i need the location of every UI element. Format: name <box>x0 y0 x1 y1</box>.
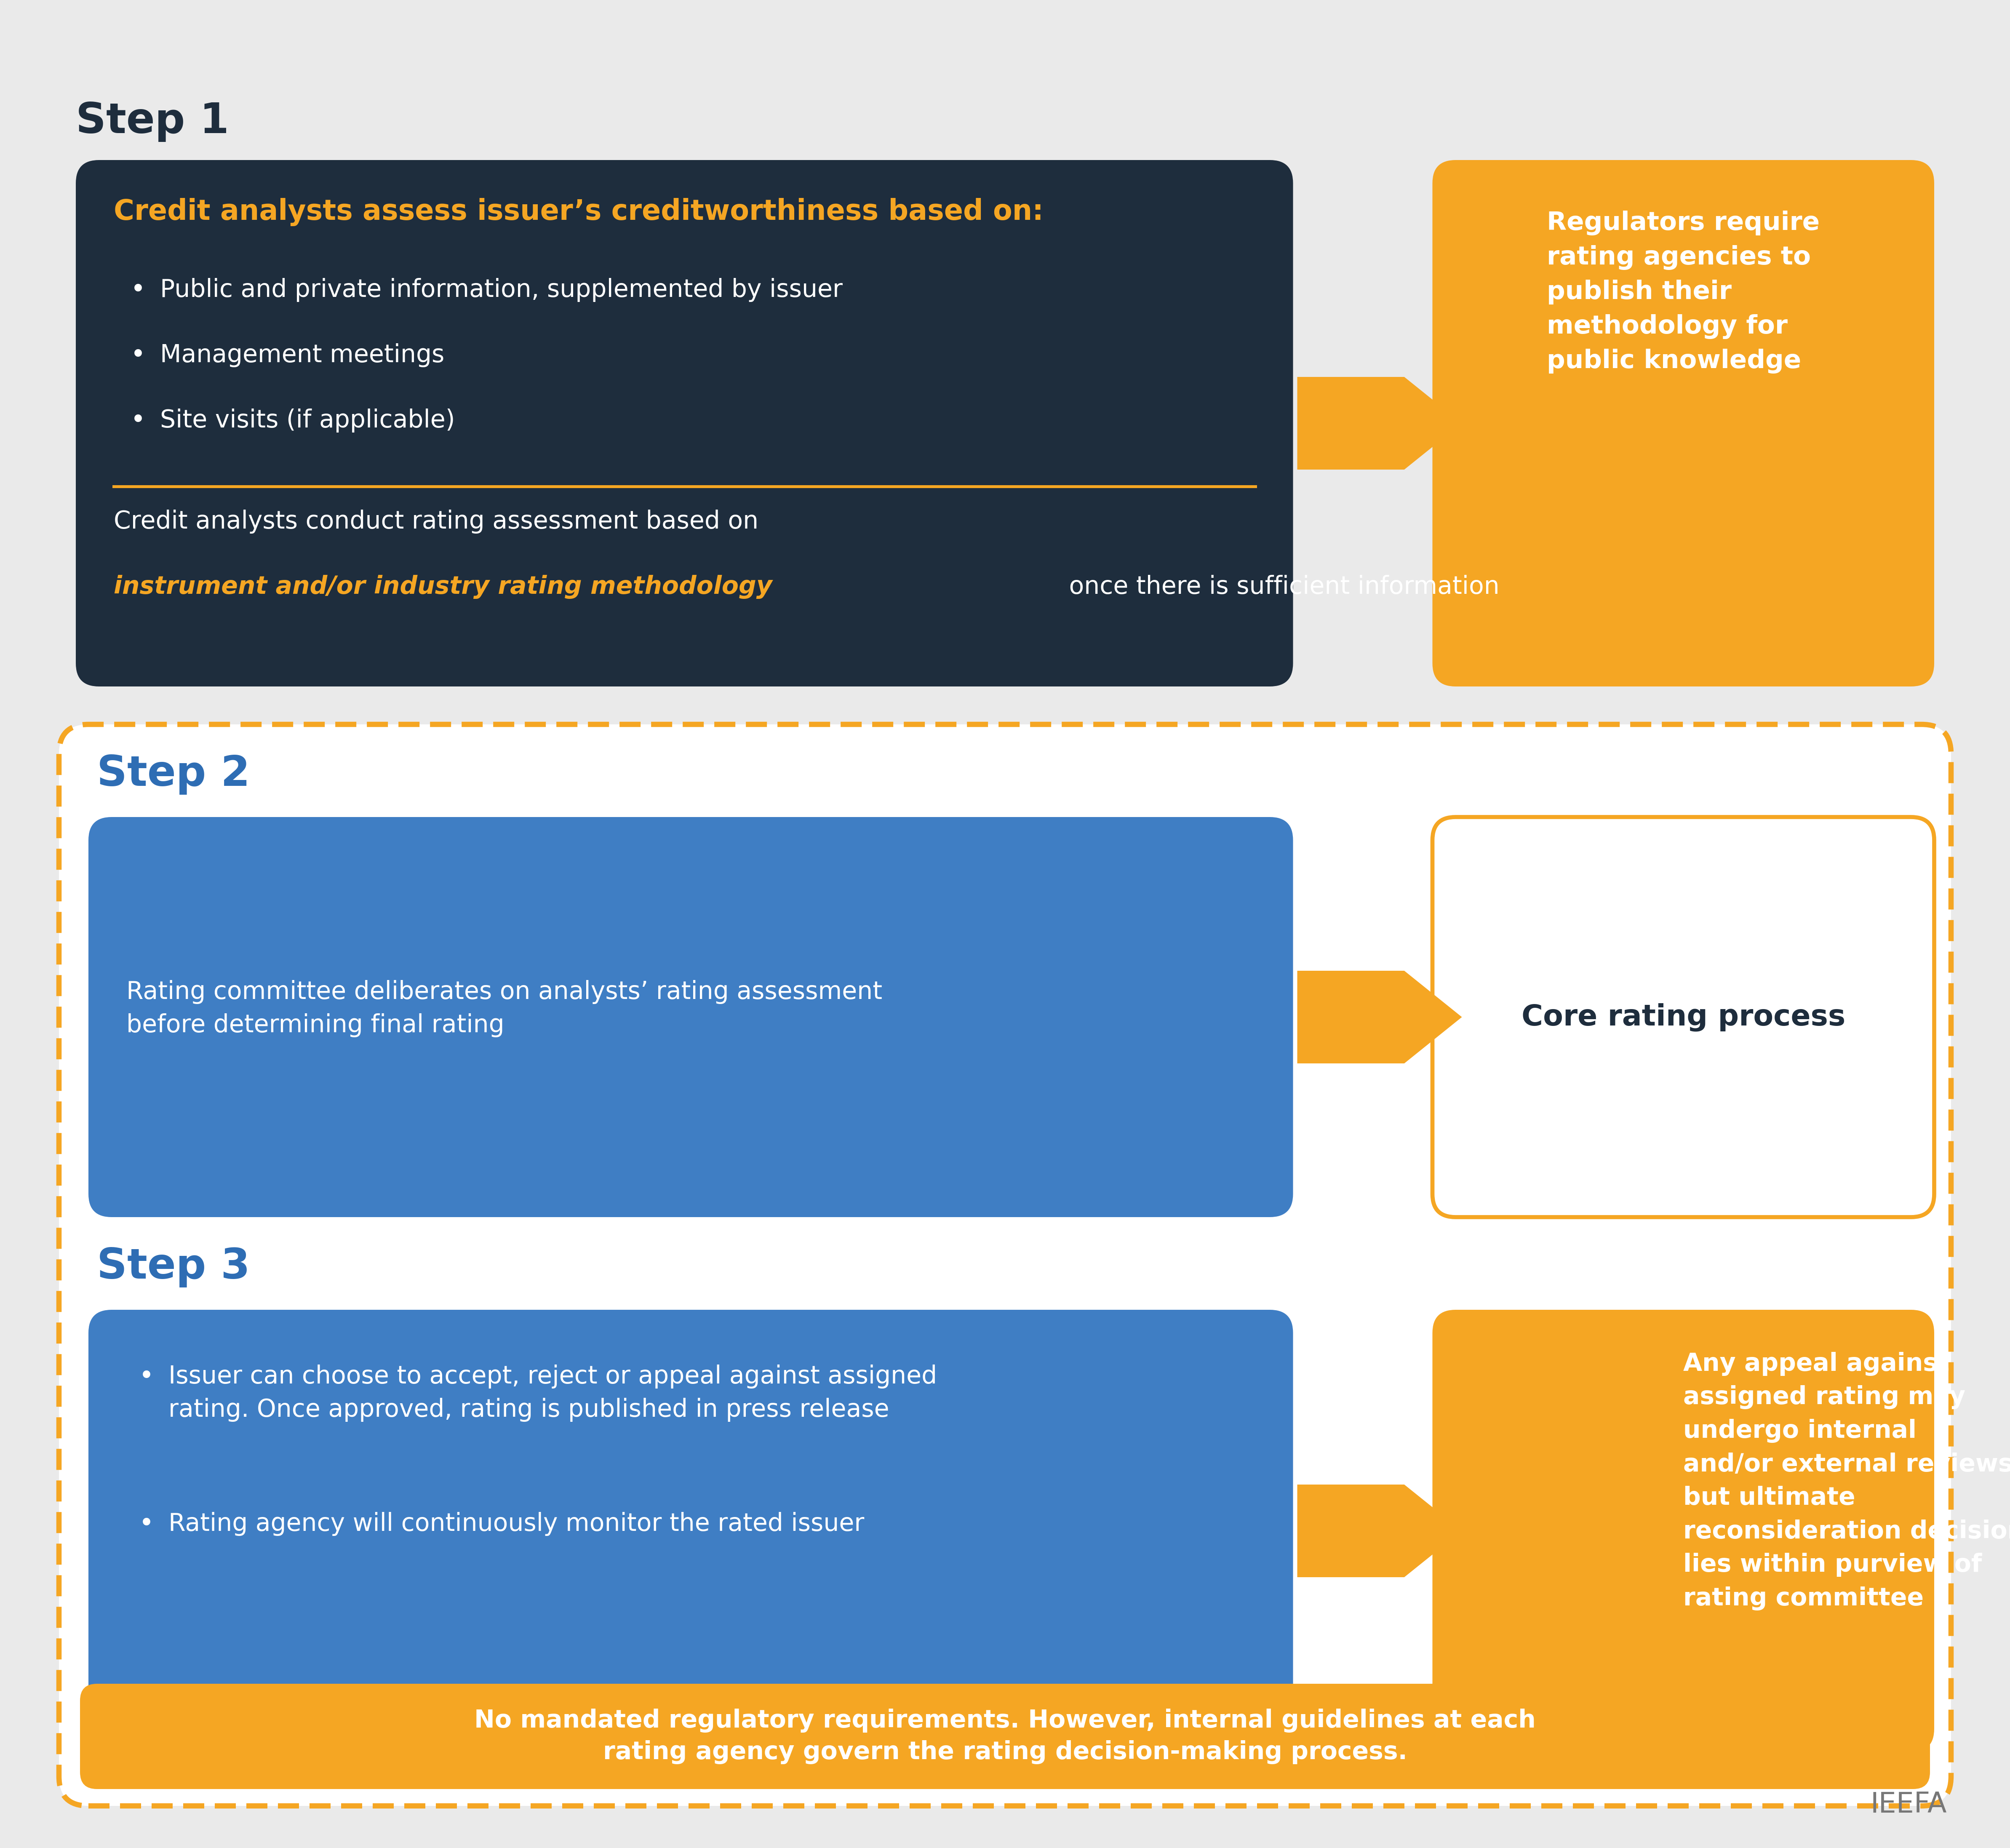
Polygon shape <box>1296 377 1461 469</box>
Text: Rating agency will continuously monitor the rated issuer: Rating agency will continuously monitor … <box>169 1512 864 1536</box>
FancyBboxPatch shape <box>88 1310 1292 1752</box>
FancyBboxPatch shape <box>1433 161 1934 686</box>
Polygon shape <box>1296 1484 1461 1576</box>
Text: No mandated regulatory requirements. However, internal guidelines at each
rating: No mandated regulatory requirements. How… <box>474 1709 1536 1765</box>
FancyBboxPatch shape <box>88 817 1292 1218</box>
Text: Management meetings: Management meetings <box>161 344 444 368</box>
FancyBboxPatch shape <box>1433 1310 1934 1752</box>
Text: Rating committee deliberates on analysts’ rating assessment
before determining f: Rating committee deliberates on analysts… <box>127 979 882 1037</box>
Text: •: • <box>131 277 145 303</box>
Polygon shape <box>1296 970 1461 1063</box>
Text: Step 3: Step 3 <box>96 1247 249 1288</box>
Text: Core rating process: Core rating process <box>1522 1003 1845 1031</box>
Text: Step 2: Step 2 <box>96 754 249 795</box>
Text: •: • <box>131 408 145 434</box>
FancyBboxPatch shape <box>58 724 1952 1805</box>
Text: Site visits (if applicable): Site visits (if applicable) <box>161 408 454 432</box>
Text: once there is sufficient information: once there is sufficient information <box>1061 575 1499 599</box>
FancyBboxPatch shape <box>80 1684 1930 1789</box>
Text: •: • <box>139 1512 155 1538</box>
Text: Public and private information, supplemented by issuer: Public and private information, suppleme… <box>161 277 842 301</box>
Text: •: • <box>139 1364 155 1390</box>
Text: Regulators require
rating agencies to
publish their
methodology for
public knowl: Regulators require rating agencies to pu… <box>1548 211 1819 373</box>
Text: •: • <box>131 344 145 368</box>
Text: IEEFA: IEEFA <box>1871 1791 1948 1818</box>
FancyBboxPatch shape <box>1433 817 1934 1218</box>
Text: Credit analysts assess issuer’s creditworthiness based on:: Credit analysts assess issuer’s creditwo… <box>115 198 1043 225</box>
Text: instrument and/or industry rating methodology: instrument and/or industry rating method… <box>115 575 772 599</box>
FancyBboxPatch shape <box>76 161 1292 686</box>
Text: Any appeal against
assigned rating may
undergo internal
and/or external reviews,: Any appeal against assigned rating may u… <box>1682 1353 2010 1610</box>
Text: Issuer can choose to accept, reject or appeal against assigned
rating. Once appr: Issuer can choose to accept, reject or a… <box>169 1364 937 1421</box>
Text: Step 1: Step 1 <box>76 102 229 142</box>
Text: Credit analysts conduct rating assessment based on: Credit analysts conduct rating assessmen… <box>115 510 766 534</box>
